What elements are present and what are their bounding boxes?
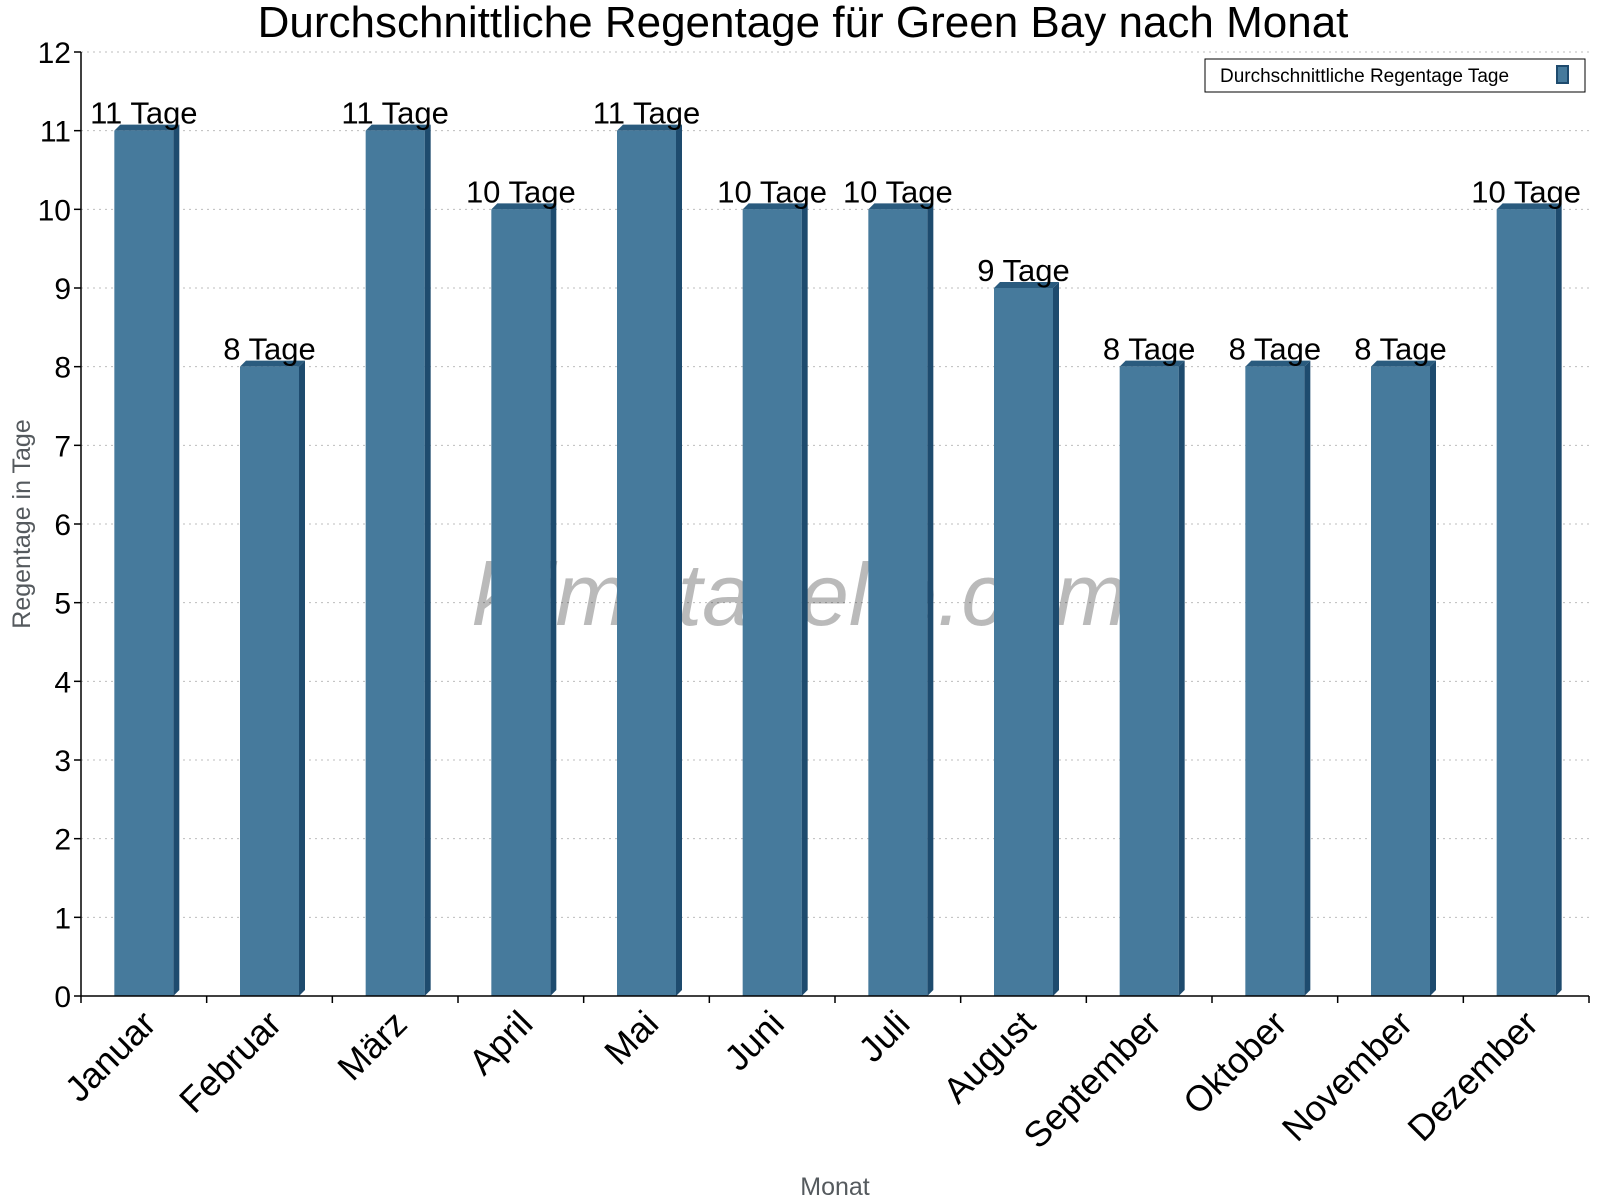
y-tick-label: 10 xyxy=(38,194,71,227)
bar-5 xyxy=(617,124,682,996)
y-tick-label: 4 xyxy=(54,666,71,699)
data-label: 8 Tage xyxy=(1103,332,1196,367)
bar-side xyxy=(550,203,557,997)
x-tick-label: Juli xyxy=(850,1003,917,1070)
bar-front xyxy=(491,209,551,997)
y-tick-label: 8 xyxy=(54,352,71,385)
data-labels: 11 Tage 8 Tage 11 Tage 10 Tage 11 Tage 10 Tag… xyxy=(90,96,1581,367)
chart-title: Durchschnittliche Regentage für Green Ba… xyxy=(258,0,1349,47)
x-tick-label: September xyxy=(1015,1003,1169,1157)
bar-top xyxy=(994,282,1059,288)
bar-front xyxy=(1371,366,1430,997)
bar-side xyxy=(676,124,682,996)
bar-7 xyxy=(868,203,934,997)
bar-front xyxy=(114,130,174,996)
bar-10 xyxy=(1245,360,1311,997)
bar-9 xyxy=(1119,360,1185,997)
x-tick-label: August xyxy=(935,1003,1043,1111)
legend: Durchschnittliche Regentage Tage xyxy=(1204,58,1586,93)
bar-side xyxy=(1304,360,1311,997)
x-tick-labels: Januar Februar März April Mai Juni Juli AugustS… xyxy=(57,996,1590,1157)
bar-front xyxy=(240,366,299,997)
x-tick-label: April xyxy=(461,1003,541,1083)
y-tick-label: 7 xyxy=(54,430,71,463)
y-tick-label: 5 xyxy=(54,588,71,621)
bar-front xyxy=(365,130,425,996)
legend-swatch xyxy=(1556,65,1569,84)
y-tick-label: 2 xyxy=(54,824,71,857)
data-label: 11 Tage xyxy=(90,96,197,131)
bar-top xyxy=(365,124,431,131)
bar-top xyxy=(1119,360,1185,367)
bar-1 xyxy=(114,124,180,996)
bar-3 xyxy=(365,124,431,996)
data-label: 11 Tage xyxy=(593,96,700,131)
y-tick-label: 1 xyxy=(54,902,71,935)
bar-side xyxy=(1430,360,1436,997)
bar-6 xyxy=(742,203,808,997)
bar-side xyxy=(1178,360,1185,997)
data-label: 10 Tage xyxy=(1471,174,1581,209)
x-tick-label: Dezember xyxy=(1399,1003,1545,1149)
data-label: 8 Tage xyxy=(223,332,316,367)
y-tick-label: 0 xyxy=(54,981,71,1014)
bar-top xyxy=(868,203,934,210)
data-label: 10 Tage xyxy=(843,174,953,209)
bar-side xyxy=(1555,203,1562,997)
bar-12 xyxy=(1496,203,1562,997)
bar-top xyxy=(240,360,305,367)
bar-front xyxy=(742,209,802,997)
y-tick-label: 12 xyxy=(38,37,71,70)
bars xyxy=(114,124,1562,997)
bar-8 xyxy=(994,282,1059,996)
data-label: 10 Tage xyxy=(717,174,827,209)
bar-side xyxy=(801,203,808,997)
bar-top xyxy=(1496,203,1562,210)
bar-4 xyxy=(491,203,557,997)
data-label: 8 Tage xyxy=(1229,332,1322,367)
y-tick-label: 6 xyxy=(54,509,71,542)
data-label: 9 Tage xyxy=(977,253,1070,288)
bar-front xyxy=(1496,209,1556,997)
x-tick-label: Mai xyxy=(596,1003,666,1073)
bar-front xyxy=(617,130,676,996)
bar-front xyxy=(994,288,1053,996)
y-tick-label: 11 xyxy=(40,116,71,149)
legend-box xyxy=(1204,58,1586,93)
x-tick-label: Februar xyxy=(171,1003,289,1121)
bar-top xyxy=(491,203,557,210)
bar-top xyxy=(742,203,808,210)
bar-side xyxy=(173,124,180,996)
bar-side xyxy=(299,360,305,997)
data-label: 11 Tage xyxy=(341,96,448,131)
legend-label: Durchschnittliche Regentage Tage xyxy=(1220,66,1509,87)
x-axis-title: Monat xyxy=(800,1173,870,1200)
bar-top xyxy=(1245,360,1311,367)
bar-2 xyxy=(240,360,305,997)
bar-top xyxy=(114,124,180,131)
bar-front xyxy=(1119,366,1179,997)
axes xyxy=(80,52,1589,997)
x-tick-label: November xyxy=(1274,1003,1420,1149)
bar-11 xyxy=(1371,360,1436,997)
bar-top xyxy=(1371,360,1436,367)
bar-side xyxy=(927,203,934,997)
x-tick-label: Juni xyxy=(716,1003,792,1079)
x-tick-label: März xyxy=(329,1003,415,1089)
grid-lines xyxy=(81,51,1589,918)
x-tick-label: Oktober xyxy=(1175,1003,1295,1123)
y-tick-label: 9 xyxy=(54,273,71,306)
data-label: 10 Tage xyxy=(466,174,576,209)
x-tick-label: Januar xyxy=(57,1003,164,1110)
bar-side xyxy=(424,124,431,996)
y-tick-label: 3 xyxy=(54,745,71,778)
bar-front xyxy=(868,209,928,997)
bar-side xyxy=(1053,282,1059,996)
bar-top xyxy=(617,124,682,131)
data-label: 8 Tage xyxy=(1354,332,1447,367)
bar-front xyxy=(1245,366,1305,997)
y-axis-title: Regentage in Tage xyxy=(8,419,36,628)
